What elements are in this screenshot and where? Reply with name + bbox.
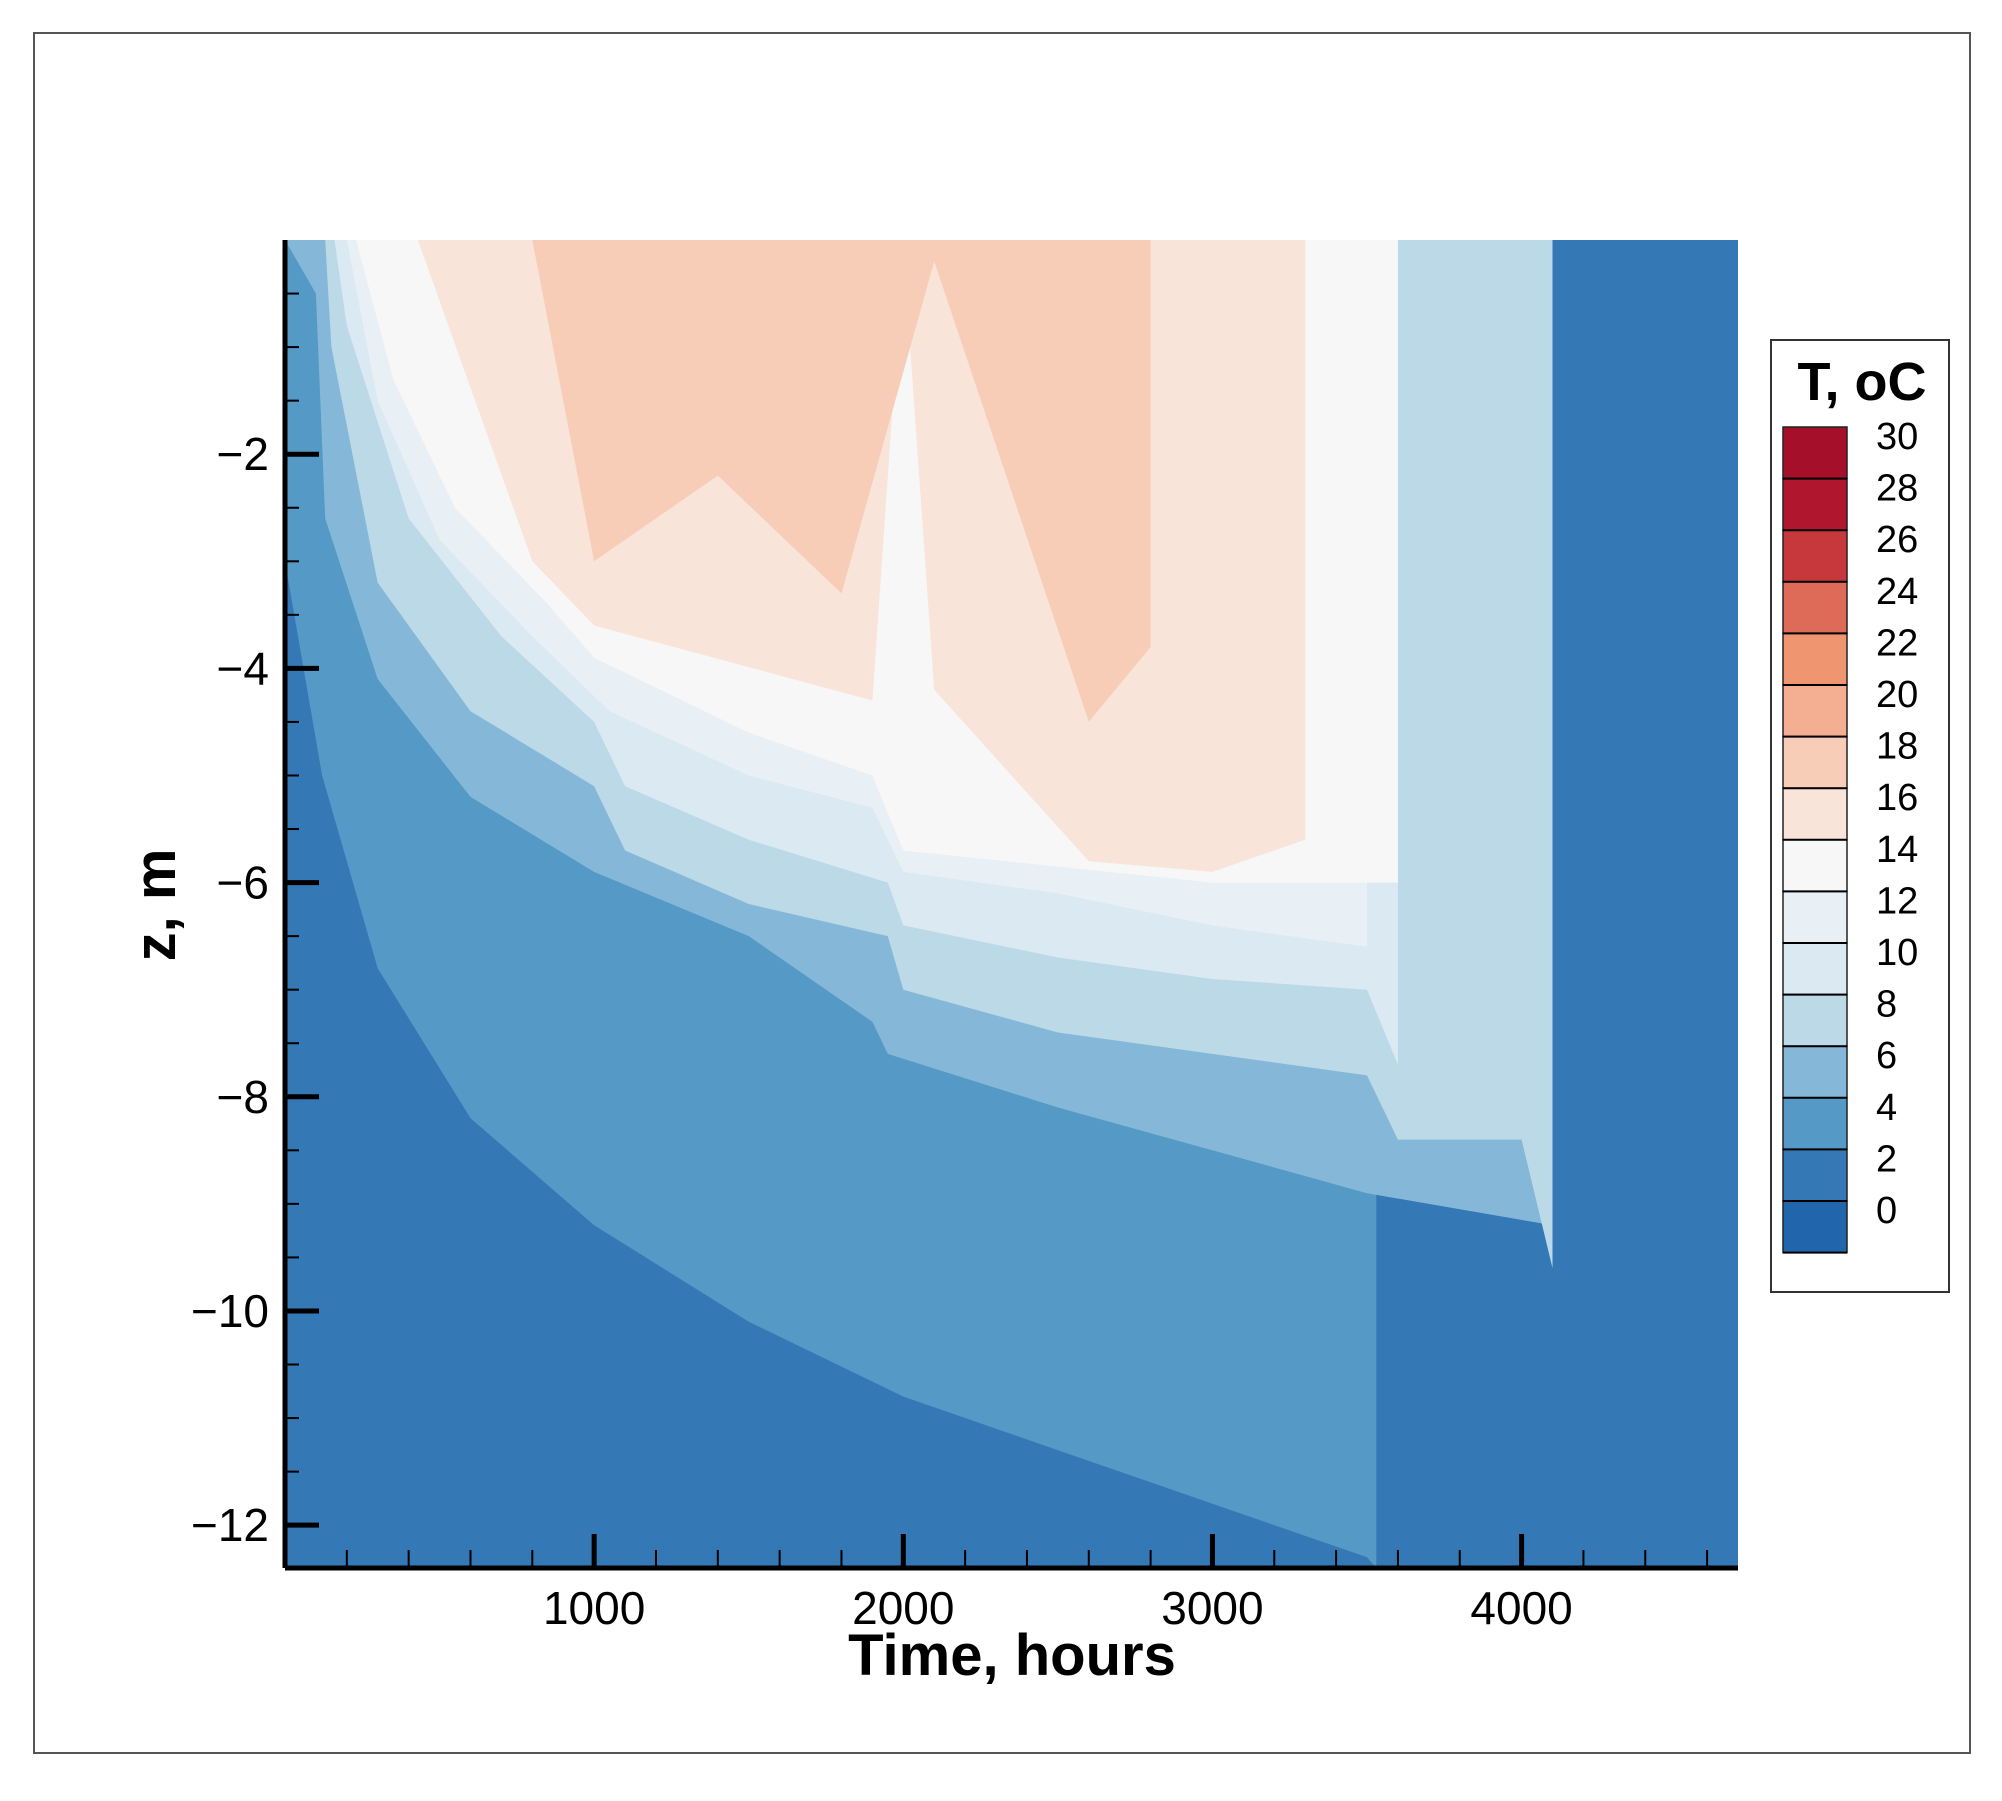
- y-tick-label: −10: [191, 1285, 269, 1337]
- ticks: 1000 2000 3000 4000 −2 −4 −6 −8 −10 −12: [191, 292, 1709, 1634]
- y-tick-label: −12: [191, 1499, 269, 1551]
- legend-label: 26: [1876, 519, 1918, 561]
- x-axis-title: Time, hours: [848, 1623, 1176, 1688]
- legend-label: 4: [1876, 1087, 1897, 1129]
- y-axis-title: z, m: [123, 849, 188, 962]
- legend-swatch-18: [1782, 735, 1848, 789]
- x-tick-label: 1000: [543, 1582, 645, 1634]
- legend-swatch-12: [1782, 890, 1848, 944]
- legend-label: 24: [1876, 571, 1918, 613]
- plot-area: [285, 240, 1738, 1568]
- legend-label: 30: [1876, 416, 1918, 458]
- legend-swatch-2: [1782, 1148, 1848, 1202]
- y-tick-label: −2: [217, 428, 269, 480]
- legend-swatch-28: [1782, 477, 1848, 531]
- legend-swatch-30: [1782, 426, 1848, 480]
- y-tick-label: −6: [217, 857, 269, 909]
- legend-label: 16: [1876, 777, 1918, 819]
- legend-label: 28: [1876, 468, 1918, 510]
- legend-label: 14: [1876, 829, 1918, 871]
- legend-swatch-14: [1782, 839, 1848, 893]
- x-tick-label: 4000: [1470, 1582, 1572, 1634]
- contour-band-18: [532, 240, 1151, 722]
- legend-label: 22: [1876, 622, 1918, 664]
- legend-swatch-16: [1782, 787, 1848, 841]
- legend-swatch-6: [1782, 1045, 1848, 1099]
- legend-title: T, oC: [1798, 352, 1927, 412]
- legend-swatch-22: [1782, 632, 1848, 686]
- legend-swatch-20: [1782, 684, 1848, 738]
- legend-swatch-10: [1782, 942, 1848, 996]
- y-tick-label: −4: [217, 642, 269, 694]
- legend-swatch-0: [1782, 1200, 1848, 1254]
- y-tick-label: −8: [217, 1071, 269, 1123]
- x-tick-label: 2000: [852, 1582, 954, 1634]
- legend-label: 18: [1876, 726, 1918, 768]
- legend-swatch-4: [1782, 1097, 1848, 1151]
- legend-label: 8: [1876, 984, 1897, 1026]
- legend-swatch-26: [1782, 529, 1848, 583]
- legend-swatch-24: [1782, 581, 1848, 635]
- legend-swatch-8: [1782, 993, 1848, 1047]
- legend-label: 10: [1876, 932, 1918, 974]
- legend-label: 0: [1876, 1190, 1897, 1232]
- legend-label: 2: [1876, 1138, 1897, 1180]
- legend-label: 6: [1876, 1035, 1897, 1077]
- axes: [282, 240, 1738, 1571]
- legend-label: 12: [1876, 880, 1918, 922]
- x-tick-label: 3000: [1161, 1582, 1263, 1634]
- legend-label: 20: [1876, 674, 1918, 716]
